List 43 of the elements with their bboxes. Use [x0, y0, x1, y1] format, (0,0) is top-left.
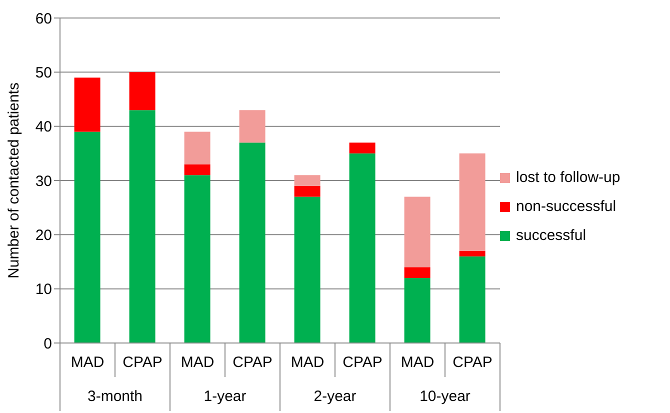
bar — [404, 196, 430, 268]
legend-label: lost to follow-up — [516, 169, 620, 186]
bar — [294, 196, 320, 343]
bar — [459, 250, 486, 256]
bar — [239, 142, 266, 343]
x-tick-label: MAD — [290, 354, 324, 371]
y-tick-label: 30 — [35, 172, 52, 190]
bar — [74, 132, 100, 343]
bar — [459, 256, 486, 343]
text: 1-year — [204, 388, 246, 405]
bar — [184, 175, 210, 343]
bar — [294, 175, 320, 186]
text: 10-year — [420, 388, 470, 405]
y-tick-label: 0 — [44, 335, 52, 352]
bar — [459, 153, 486, 251]
bar — [74, 78, 100, 132]
legend-label: non-successful — [516, 198, 616, 215]
text: 3-month — [87, 388, 143, 405]
x-tick-label: CPAP — [122, 354, 162, 371]
x-tick-label: CPAP — [232, 354, 272, 371]
bar — [294, 186, 320, 197]
bar — [184, 164, 210, 176]
text: 2-year — [314, 388, 356, 405]
bar — [349, 153, 376, 343]
legend-label: successful — [516, 227, 586, 244]
x-tick-label: CPAP — [342, 354, 382, 371]
bar — [404, 267, 430, 278]
bar — [404, 278, 430, 343]
bar — [184, 132, 210, 164]
x-tick-label: MAD — [70, 354, 104, 371]
y-axis-title: Number of contacted patients — [5, 82, 22, 278]
bar — [129, 110, 156, 343]
y-tick-label: 10 — [35, 281, 52, 298]
bar — [129, 72, 156, 110]
y-tick-label: 60 — [35, 10, 52, 28]
bar — [349, 142, 376, 154]
x-tick-label: CPAP — [452, 354, 492, 371]
y-tick-label: 40 — [35, 118, 52, 136]
bar — [239, 110, 266, 143]
y-tick-label: 50 — [35, 64, 52, 82]
x-tick-label: MAD — [400, 354, 434, 371]
x-tick-label: MAD — [180, 354, 214, 371]
y-tick-label: 20 — [35, 226, 52, 244]
